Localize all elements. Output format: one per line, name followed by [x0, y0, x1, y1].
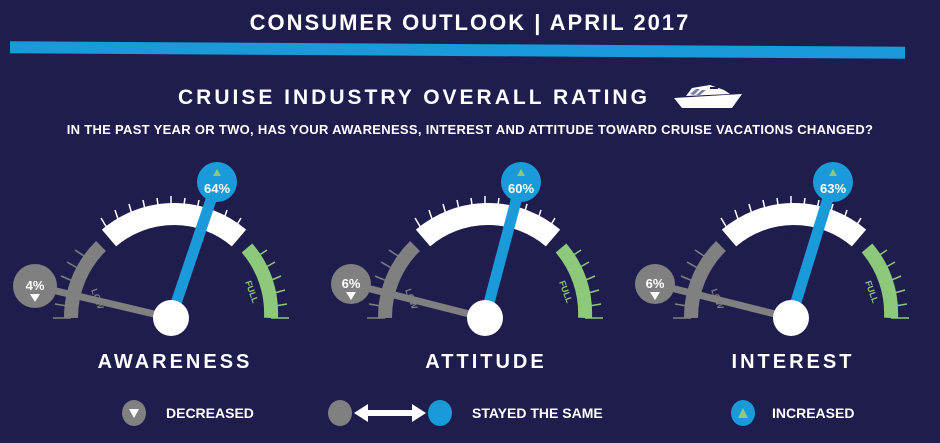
gauge-awareness-increased: 64%	[204, 181, 230, 196]
legend-decreased: DECREASED	[122, 400, 254, 426]
blue-dot-icon	[428, 400, 452, 426]
gauge-awareness: HALF LOW FULL	[13, 162, 289, 336]
svg-text:FULL: FULL	[243, 279, 260, 304]
gray-dot-icon	[328, 400, 352, 426]
svg-text:HALF: HALF	[157, 232, 181, 242]
legend-increased: INCREASED	[731, 400, 854, 426]
gauge-awareness-decreased: 4%	[26, 278, 45, 293]
legend-stayed-label: STAYED THE SAME	[472, 405, 603, 421]
section-title: CRUISE INDUSTRY OVERALL RATING	[178, 86, 650, 109]
gauge-interest: HALF LOW FULL	[635, 162, 909, 336]
legend-increased-label: INCREASED	[772, 405, 855, 421]
gauge-label-interest: INTEREST	[731, 351, 855, 373]
gauge-attitude-decreased: 6%	[342, 276, 361, 291]
gauge-attitude: HALF LOW FULL	[331, 162, 603, 336]
gauge-label-awareness: AWARENESS	[97, 351, 253, 373]
page-header: CONSUMER OUTLOOK | APRIL 2017	[249, 10, 691, 35]
svg-text:HALF: HALF	[777, 232, 801, 242]
up-arrow-icon	[731, 400, 755, 426]
double-arrow-icon	[354, 404, 426, 422]
cruise-ship-icon	[674, 85, 742, 108]
gauge-interest-decreased: 6%	[646, 276, 665, 291]
gauge-attitude-increased: 60%	[508, 181, 534, 196]
svg-text:HALF: HALF	[471, 232, 495, 242]
legend-decreased-label: DECREASED	[166, 405, 254, 421]
gauge-label-attitude: ATTITUDE	[425, 351, 547, 373]
svg-text:FULL: FULL	[863, 279, 880, 304]
legend-stayed: STAYED THE SAME	[328, 400, 603, 426]
survey-question: IN THE PAST YEAR OR TWO, HAS YOUR AWAREN…	[66, 122, 874, 137]
svg-text:FULL: FULL	[557, 279, 574, 304]
down-arrow-icon	[122, 400, 146, 426]
gauge-interest-increased: 63%	[820, 181, 846, 196]
